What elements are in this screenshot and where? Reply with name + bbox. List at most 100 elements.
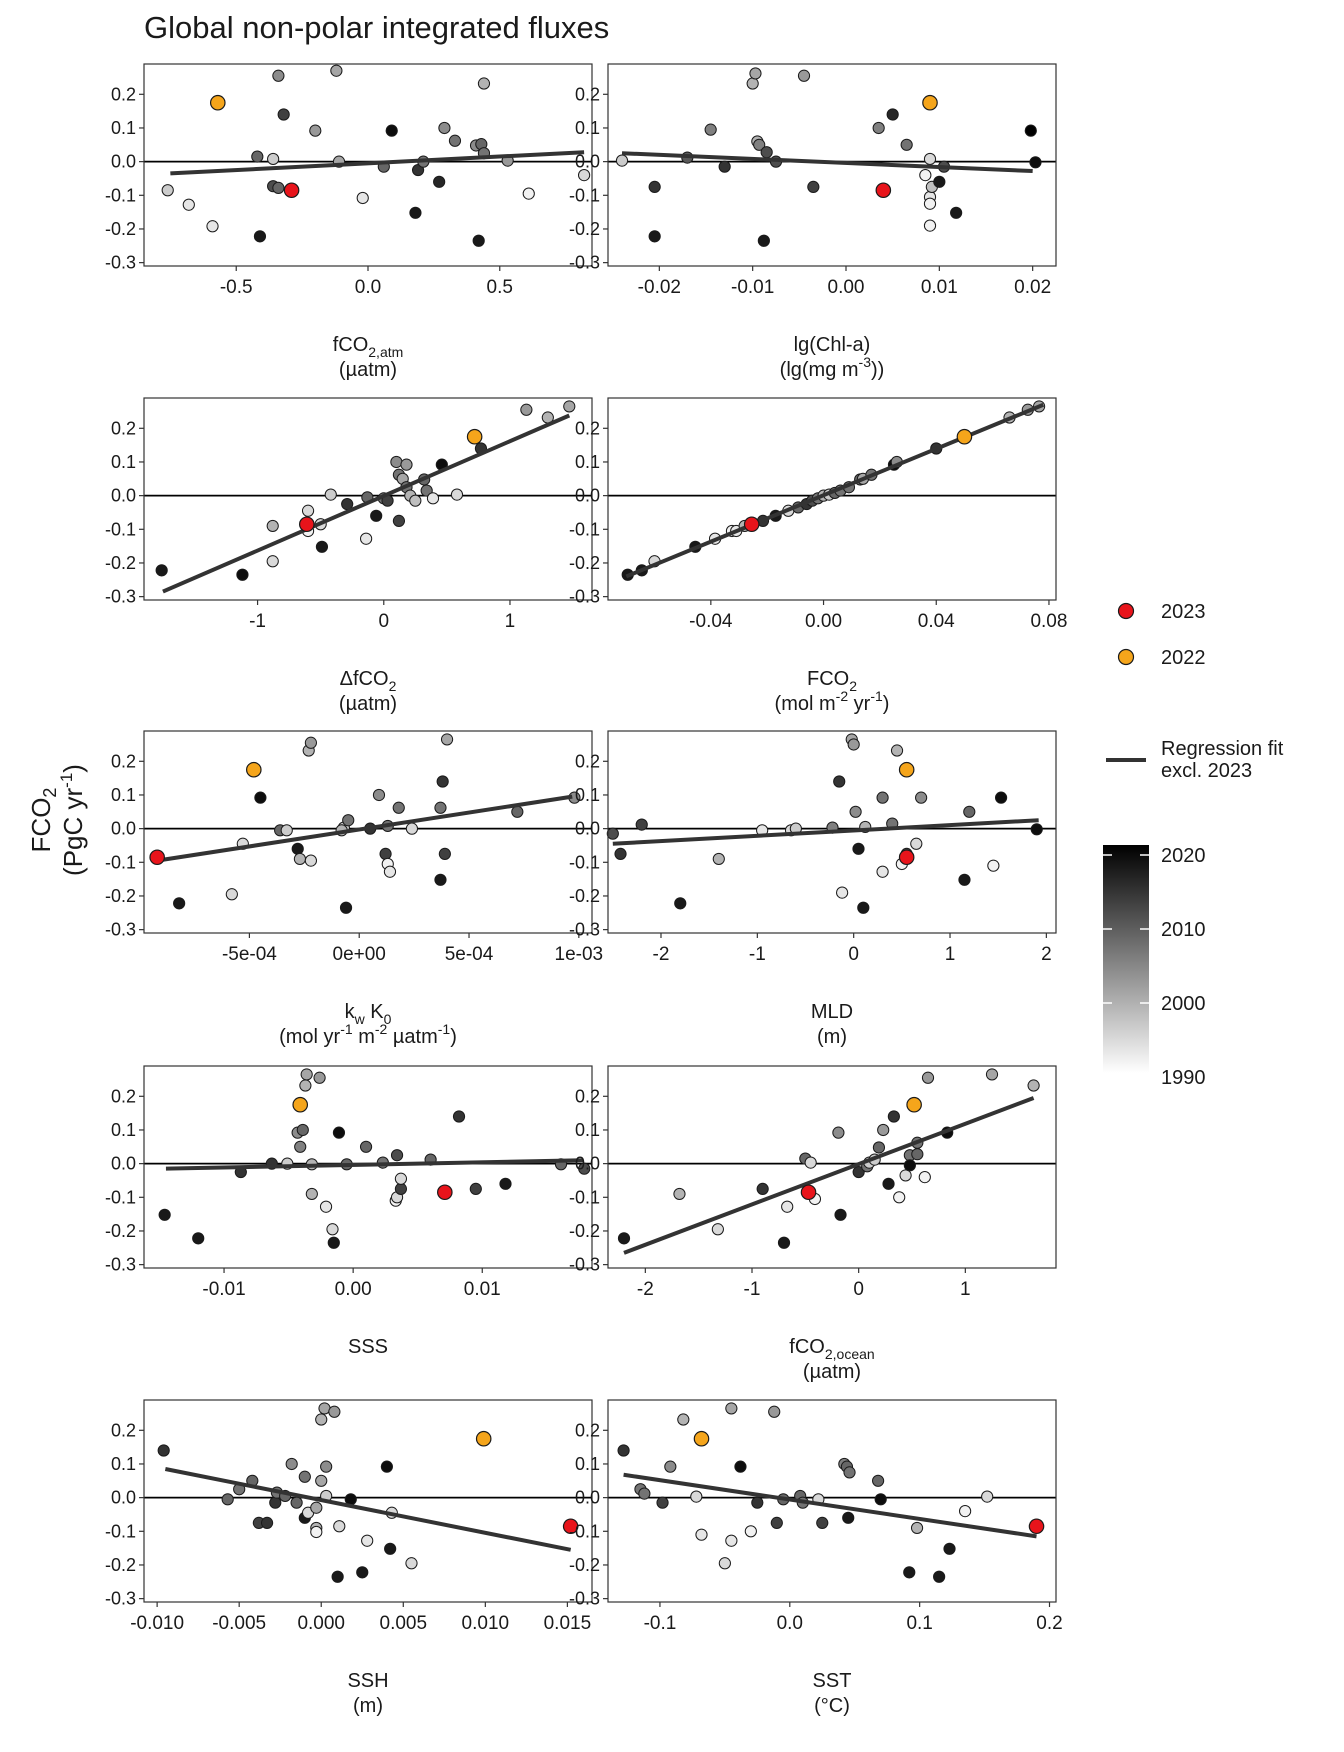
colorbar-tick-2010: 2010 (1161, 919, 1206, 941)
x-tick-label: -0.01 (202, 1279, 245, 1300)
legend-swatch-2022 (1117, 648, 1135, 666)
y-tick-label: 0.1 (575, 785, 600, 805)
data-point (911, 1148, 924, 1161)
data-point (836, 886, 849, 899)
label-segment: (µatm) (339, 359, 397, 381)
y-tick-label: 0.1 (111, 1120, 136, 1140)
y-tick-label: -0.3 (569, 1255, 600, 1275)
data-point (963, 805, 976, 818)
y-tick-label: -0.2 (569, 1221, 600, 1241)
label-segment: (m) (353, 1695, 383, 1717)
data-point (563, 400, 576, 413)
data-point (606, 827, 619, 840)
label-segment: 2 (849, 678, 857, 694)
data-point (392, 514, 406, 527)
y-tick-label: 0.0 (111, 486, 136, 506)
data-point (301, 504, 315, 517)
data-point (923, 152, 937, 166)
y-tick-label: -0.2 (105, 1555, 136, 1575)
x-axis-title: SST (813, 1670, 852, 1692)
point-2023 (437, 1184, 453, 1201)
data-point (315, 540, 329, 553)
y-tick-label: 0.1 (111, 118, 136, 138)
x-tick-label: 5e-04 (445, 944, 494, 965)
point-2022 (693, 1430, 710, 1447)
data-point (298, 1470, 311, 1483)
data-point (315, 1474, 328, 1487)
label-segment: -2 (836, 688, 849, 704)
point-2022 (475, 1430, 492, 1447)
y-tick-label: 0.1 (575, 1454, 600, 1474)
data-point (770, 1516, 783, 1529)
x-tick-label: -1 (749, 944, 766, 965)
data-point (711, 1223, 724, 1236)
y-axis-title: FCO2 (PgC yr-1) (26, 764, 88, 876)
panel-grid: 0.20.10.0-0.1-0.2-0.3-0.5 0.0 0.5fCO2,atm(… (105, 63, 1067, 1717)
data-point (379, 847, 392, 860)
data-point (440, 733, 454, 746)
x-tick-label: 0.2 (1036, 1613, 1062, 1634)
y-tick-label: -0.1 (569, 1521, 600, 1541)
colorbar-tick-2020: 2020 (1161, 845, 1206, 867)
y-tick-label: 0.2 (111, 418, 136, 438)
label-segment: -1 (340, 1021, 353, 1037)
data-point (943, 1542, 956, 1555)
data-point (192, 1232, 205, 1245)
data-point (310, 1525, 323, 1539)
y-tick-label: -0.1 (105, 852, 136, 872)
legend-label-2023: 2023 (1161, 601, 1206, 623)
data-point (816, 1516, 829, 1529)
label-segment: SSH (347, 1670, 388, 1692)
data-point (511, 805, 524, 818)
data-point (304, 736, 318, 749)
data-point (319, 1200, 333, 1213)
label-segment: k (345, 1001, 356, 1023)
label-segment: K (365, 1001, 385, 1023)
data-point (155, 564, 168, 577)
regression-line (165, 1158, 584, 1171)
data-point (757, 234, 770, 247)
y-tick-label: -0.3 (105, 1589, 136, 1609)
x-tick-label: -0.5 (220, 277, 253, 298)
label-segment: 0 (384, 1011, 392, 1027)
y-tick-label: 0.2 (575, 84, 600, 104)
regression-line (625, 402, 1045, 579)
data-point (409, 494, 422, 507)
y-tick-label: 0.0 (111, 1154, 136, 1174)
data-point (615, 154, 629, 167)
x-tick-label: 0.005 (380, 1613, 428, 1634)
label-segment: m (353, 1026, 375, 1048)
data-point (161, 184, 174, 197)
y-tick-label: 0.0 (111, 819, 136, 839)
data-point (300, 1068, 313, 1081)
y-tick-label: 0.2 (111, 1086, 136, 1106)
data-point (910, 1521, 924, 1535)
x-axis-units: (mol yr-1 m-2 µatm-1) (279, 1021, 457, 1048)
legend-regression-label-2: excl. 2023 (1161, 760, 1252, 782)
data-point (332, 1126, 346, 1139)
x-tick-label: -1 (249, 611, 266, 632)
label-segment: yr (848, 693, 871, 715)
data-point (690, 1490, 703, 1503)
x-tick-label: -2 (653, 944, 670, 965)
data-point (305, 1187, 318, 1201)
label-segment: (lg(mg m (780, 359, 859, 381)
data-point (438, 121, 451, 135)
data-point (857, 901, 870, 914)
x-axis-title: FCO2 (807, 668, 857, 694)
point-2022 (898, 761, 915, 778)
data-point (834, 1208, 847, 1221)
data-point (299, 1079, 312, 1092)
point-2022 (246, 761, 262, 778)
y-tick-label: -0.2 (105, 886, 136, 906)
legend-year-colorbar: 2020 2010 2000 1990 (1103, 845, 1206, 1089)
data-point (266, 519, 279, 533)
data-point (871, 1474, 885, 1487)
label-segment: ) (883, 693, 890, 715)
legend-label-2022: 2022 (1161, 647, 1206, 669)
x-tick-label: 0 (848, 944, 859, 965)
data-point (333, 1520, 346, 1533)
data-point (327, 1236, 340, 1249)
regression-line (156, 794, 573, 863)
